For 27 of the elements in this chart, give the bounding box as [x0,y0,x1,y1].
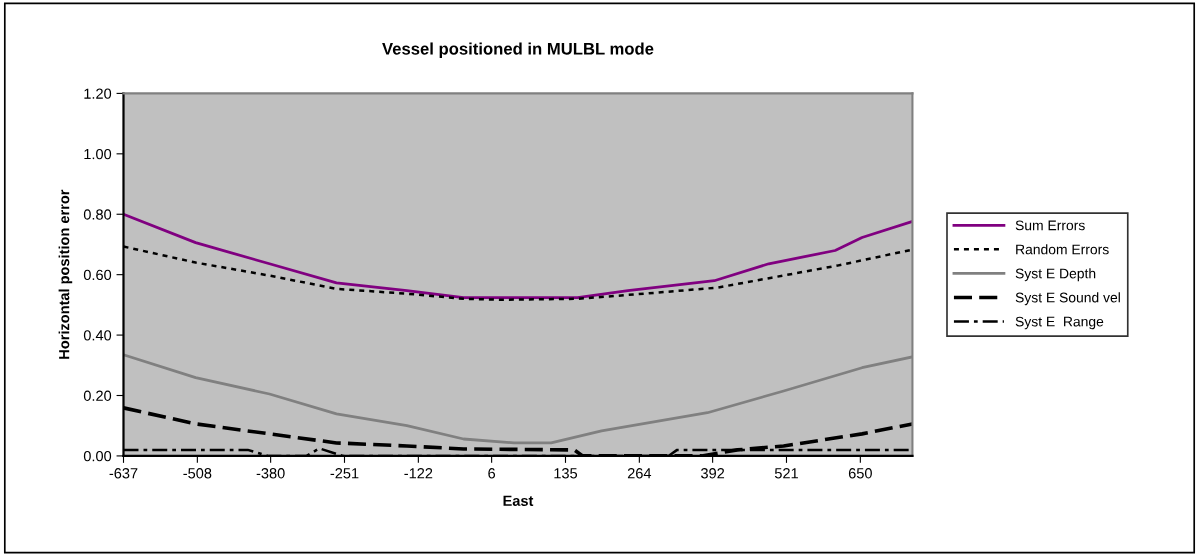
y-tick-label: 0.00 [83,451,112,462]
x-tick-label: 392 [701,468,725,479]
x-tick-label: 521 [774,468,798,479]
y-tick-label: 0.80 [83,209,112,220]
legend-label: Syst E Depth [1015,268,1096,282]
legend-label: Sum Errors [1015,220,1085,231]
x-tick-label: -380 [256,468,285,479]
y-tick-label: 1.20 [84,88,112,99]
y-tick-label: 0.40 [83,330,112,341]
chart-title: Vessel positioned in MULBL mode [382,42,654,58]
legend-label: Random Errors [1016,244,1109,255]
legend-label: Syst E Range [1015,316,1104,330]
y-tick-label: 0.20 [83,390,112,401]
x-tick-label: 650 [848,468,872,479]
x-tick-label: -251 [330,468,359,479]
legend-label: Syst E Sound vel [1015,292,1120,306]
x-tick-label: 135 [554,468,578,479]
x-tick-label: -637 [109,468,138,479]
x-tick-label: 264 [627,468,652,479]
x-tick-label: 6 [488,468,496,479]
y-axis-title: Horizontal position error [58,189,73,359]
y-tick-label: 0.60 [83,269,112,281]
line-series [123,212,913,300]
x-tick-label: -508 [183,468,212,479]
x-tick-label: -122 [404,468,433,479]
x-axis-title: East [503,495,534,506]
y-tick-label: 1.00 [84,148,112,160]
